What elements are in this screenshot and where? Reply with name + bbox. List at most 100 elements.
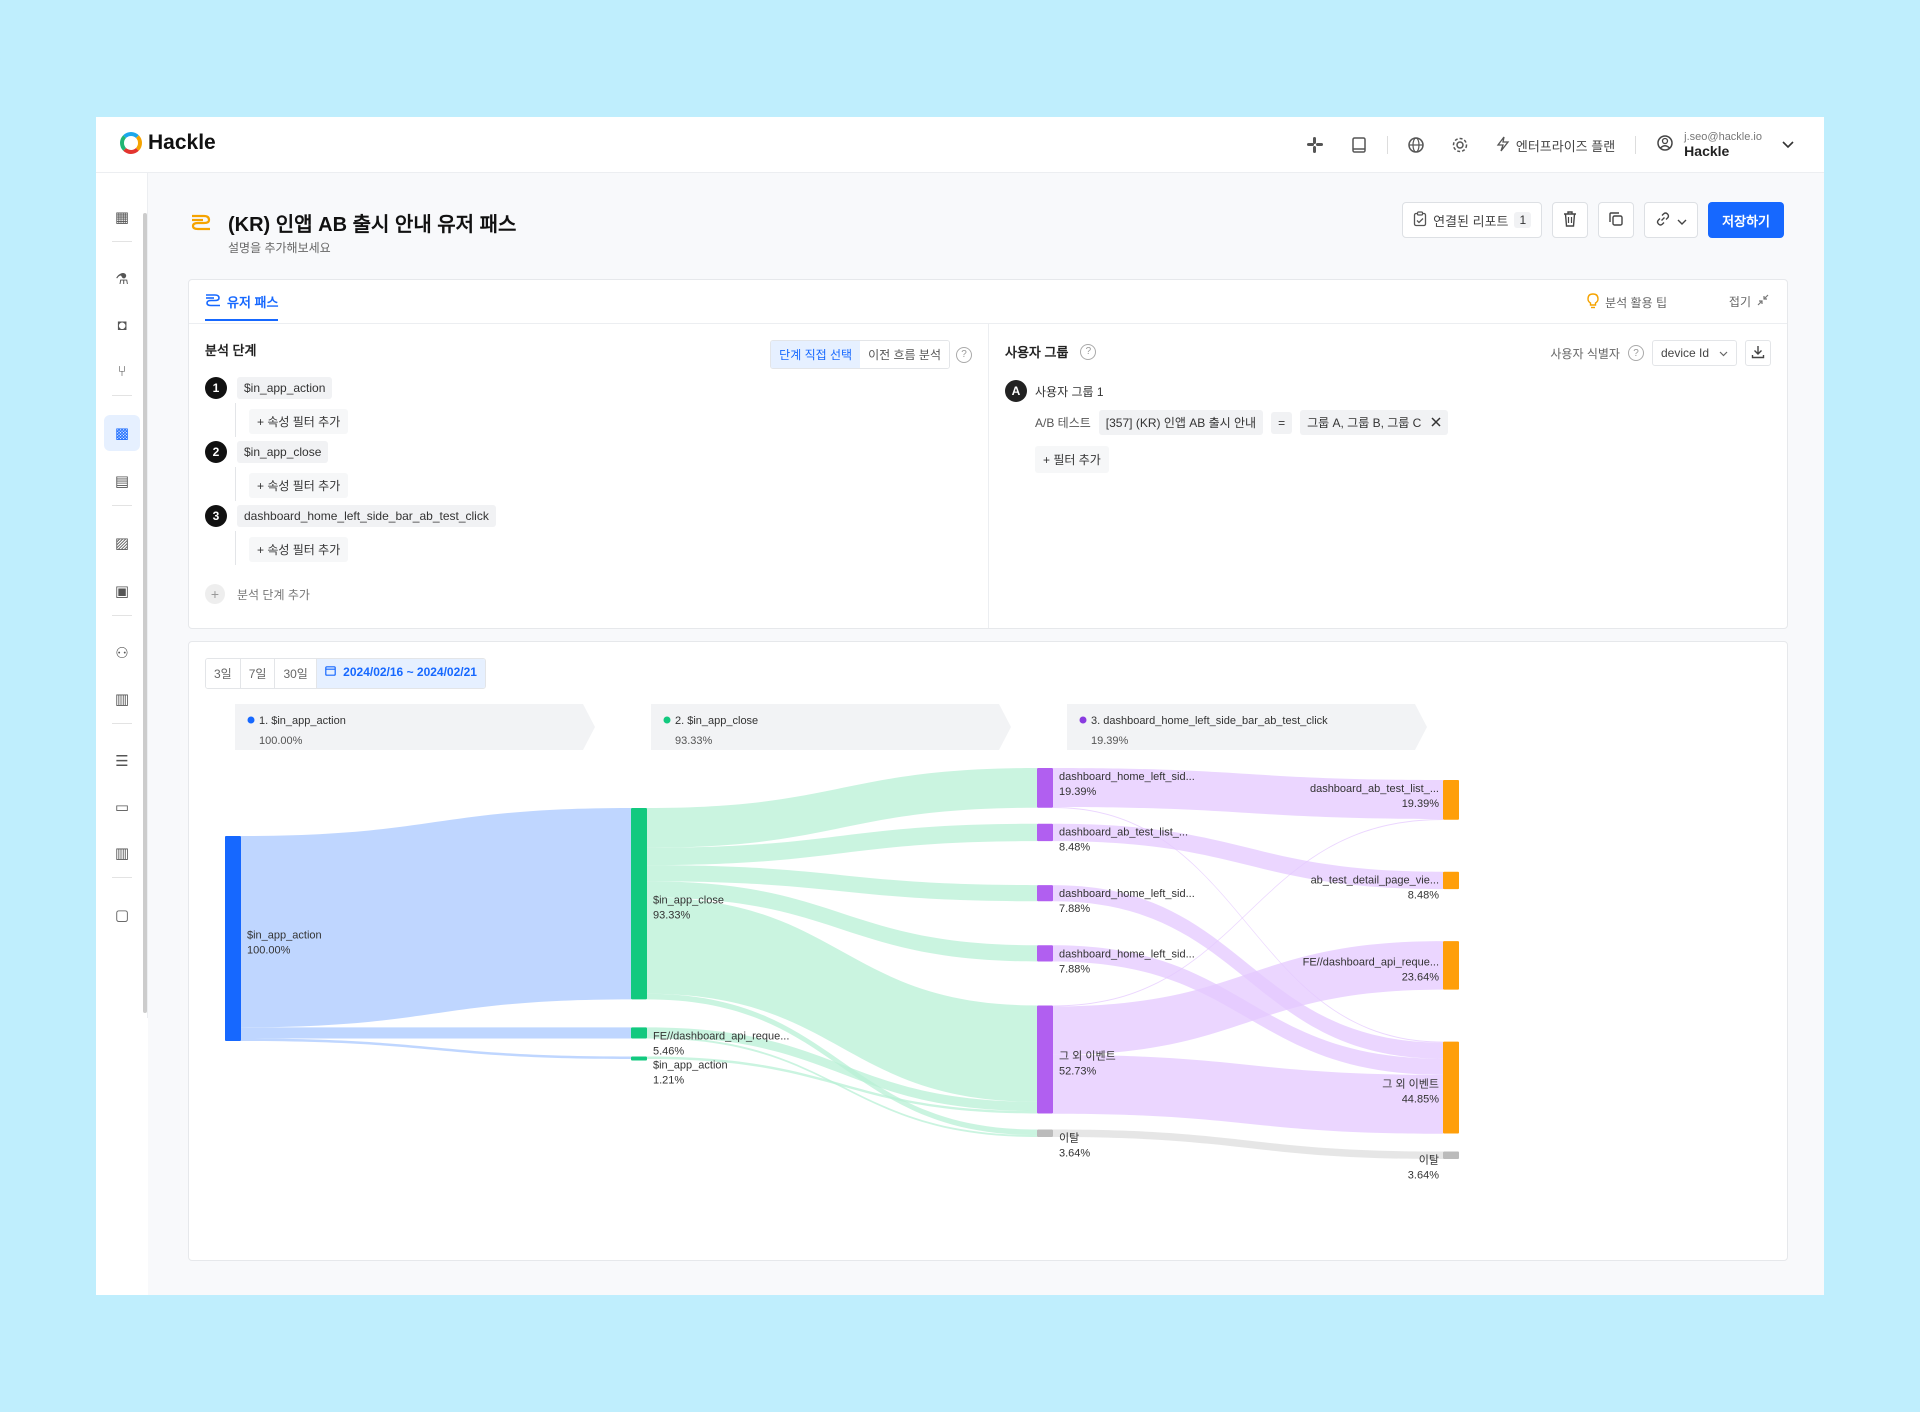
sankey-node-bar[interactable]: [1443, 1151, 1459, 1159]
sankey-node[interactable]: 그 외 이벤트 44.85%: [1382, 1041, 1459, 1134]
sidebar-item-experiment[interactable]: ⚗: [104, 261, 140, 297]
sankey-link[interactable]: [241, 1038, 631, 1059]
sankey-node[interactable]: ab_test_detail_page_vie... 8.48%: [1311, 871, 1459, 902]
sidebar-item-monitor[interactable]: ▢: [104, 897, 140, 933]
condition-type[interactable]: A/B 테스트: [1035, 416, 1091, 430]
user-menu[interactable]: j.seo@hackle.io Hackle: [1642, 131, 1794, 159]
slack-icon[interactable]: [1293, 117, 1337, 173]
step-event-chip[interactable]: $in_app_action: [237, 377, 333, 399]
sankey-link[interactable]: [241, 808, 631, 1028]
sidebar-item-messages[interactable]: ▨: [104, 525, 140, 561]
description-field[interactable]: 설명을 추가해보세요: [228, 241, 331, 255]
help-icon[interactable]: ?: [956, 346, 972, 363]
save-button[interactable]: 저장하기: [1708, 202, 1784, 238]
date-range-picker[interactable]: 2024/02/16 ~ 2024/02/21: [316, 659, 485, 688]
sankey-link[interactable]: [647, 897, 1037, 1102]
sankey-node[interactable]: $in_app_action 100.00%: [225, 836, 322, 1041]
sankey-node-bar[interactable]: [1443, 780, 1459, 820]
duplicate-button[interactable]: [1598, 202, 1635, 238]
sankey-node[interactable]: dashboard_ab_test_list_... 8.48%: [1037, 823, 1188, 854]
sankey-node-bar[interactable]: [1037, 945, 1053, 962]
sidebar-item-flow[interactable]: ⑂: [104, 353, 140, 389]
add-property-filter-button[interactable]: + 속성 필터 추가: [234, 403, 349, 437]
sankey-link[interactable]: [647, 1036, 1037, 1138]
linked-reports-button[interactable]: 연결된 리포트 1: [1402, 202, 1543, 238]
sankey-link[interactable]: [1053, 885, 1443, 1059]
sankey-link[interactable]: [647, 823, 1037, 866]
plan-link[interactable]: 엔터프라이즈 플랜: [1482, 136, 1629, 155]
sankey-link[interactable]: [647, 881, 1037, 962]
sankey-node-bar[interactable]: [631, 1027, 647, 1039]
sankey-link[interactable]: [1053, 818, 1443, 1007]
sankey-link[interactable]: [647, 1056, 1037, 1114]
sankey-link[interactable]: [1053, 823, 1443, 890]
condition-target[interactable]: [357] (KR) 인앱 AB 출시 안내: [1098, 410, 1264, 435]
globe-icon[interactable]: [1394, 117, 1438, 173]
help-icon[interactable]: ?: [1627, 345, 1644, 361]
sankey-node[interactable]: dashboard_home_left_sid... 19.39%: [1037, 768, 1195, 808]
brand-logo[interactable]: Hackle: [120, 131, 216, 155]
sankey-node[interactable]: 이탈 3.64%: [1037, 1129, 1090, 1160]
sankey-node[interactable]: FE//dashboard_api_reque... 23.64%: [1303, 941, 1459, 990]
collapse-button[interactable]: 접기: [1729, 293, 1769, 310]
sankey-link[interactable]: [647, 993, 1037, 1136]
sidebar-item-data[interactable]: ▭: [104, 789, 140, 825]
sankey-link[interactable]: [647, 768, 1037, 848]
book-icon[interactable]: [1337, 117, 1381, 173]
sidebar-scrollbar[interactable]: [143, 213, 147, 1013]
date-option-30d[interactable]: 30일: [275, 659, 317, 688]
sankey-link[interactable]: [1053, 768, 1443, 819]
step-event-chip[interactable]: $in_app_close: [237, 441, 329, 463]
share-link-button[interactable]: [1644, 202, 1699, 238]
date-option-7d[interactable]: 7일: [240, 659, 276, 688]
tab-user-path[interactable]: 유저 패스: [205, 292, 279, 321]
sankey-link[interactable]: [1053, 806, 1443, 1043]
analysis-tips-link[interactable]: 분석 활용 팁: [1587, 293, 1667, 312]
mode-option-previous[interactable]: 이전 흐름 분석: [860, 341, 949, 368]
close-icon[interactable]: [1431, 416, 1441, 430]
sankey-link[interactable]: [647, 865, 1037, 902]
sankey-node[interactable]: FE//dashboard_api_reque... 5.46%: [631, 1027, 789, 1057]
sankey-node-bar[interactable]: [1443, 1041, 1459, 1134]
sankey-node[interactable]: dashboard_home_left_sid... 7.88%: [1037, 885, 1195, 915]
sankey-node-bar[interactable]: [631, 1056, 647, 1061]
group-name[interactable]: 사용자 그룹 1: [1035, 384, 1104, 399]
sidebar-item-reports[interactable]: ▤: [104, 463, 140, 499]
identifier-select[interactable]: device Id: [1651, 340, 1737, 366]
sankey-node-bar[interactable]: [1443, 941, 1459, 990]
sankey-link[interactable]: [1053, 1054, 1443, 1134]
sankey-node-bar[interactable]: [1037, 1129, 1053, 1137]
step-event-chip[interactable]: dashboard_home_left_side_bar_ab_test_cli…: [237, 505, 496, 527]
condition-value-chip[interactable]: 그룹 A, 그룹 B, 그룹 C: [1300, 410, 1449, 435]
sankey-link[interactable]: [1053, 941, 1443, 1055]
sankey-node-bar[interactable]: [1037, 885, 1053, 902]
add-filter-button[interactable]: + 필터 추가: [1035, 446, 1109, 473]
sidebar-item-search[interactable]: ☰: [104, 743, 140, 779]
date-option-3d[interactable]: 3일: [206, 659, 241, 688]
sidebar-item-users[interactable]: ⚇: [104, 635, 140, 671]
sankey-node-bar[interactable]: [1037, 823, 1053, 842]
sidebar-item-dashboard[interactable]: ▦: [104, 199, 140, 235]
sankey-node-bar[interactable]: [1443, 871, 1459, 890]
sidebar-item-stats[interactable]: ▥: [104, 835, 140, 871]
help-icon[interactable]: ?: [1080, 343, 1097, 360]
sidebar-item-analytics[interactable]: ▩: [104, 415, 140, 451]
sankey-link[interactable]: [241, 1027, 631, 1039]
sankey-link[interactable]: [1053, 1129, 1443, 1159]
sankey-node-bar[interactable]: [1037, 768, 1053, 808]
sankey-node[interactable]: 이탈 3.64%: [1408, 1151, 1459, 1182]
sankey-node[interactable]: $in_app_action 1.21%: [631, 1056, 728, 1087]
sidebar-item-push[interactable]: ▣: [104, 573, 140, 609]
sankey-node-bar[interactable]: [631, 808, 647, 1000]
sankey-node-bar[interactable]: [225, 836, 241, 1041]
sankey-node[interactable]: 그 외 이벤트 52.73%: [1037, 1005, 1116, 1114]
sankey-node[interactable]: dashboard_home_left_sid... 7.88%: [1037, 945, 1195, 975]
sankey-node[interactable]: dashboard_ab_test_list_... 19.39%: [1310, 780, 1459, 820]
sidebar-item-toggle[interactable]: ◘: [104, 307, 140, 343]
add-property-filter-button[interactable]: + 속성 필터 추가: [234, 467, 349, 501]
mode-option-direct[interactable]: 단계 직접 선택: [771, 341, 861, 368]
sankey-node-bar[interactable]: [1037, 1005, 1053, 1114]
download-button[interactable]: [1745, 340, 1771, 366]
delete-button[interactable]: [1552, 202, 1589, 238]
add-property-filter-button[interactable]: + 속성 필터 추가: [234, 531, 349, 565]
